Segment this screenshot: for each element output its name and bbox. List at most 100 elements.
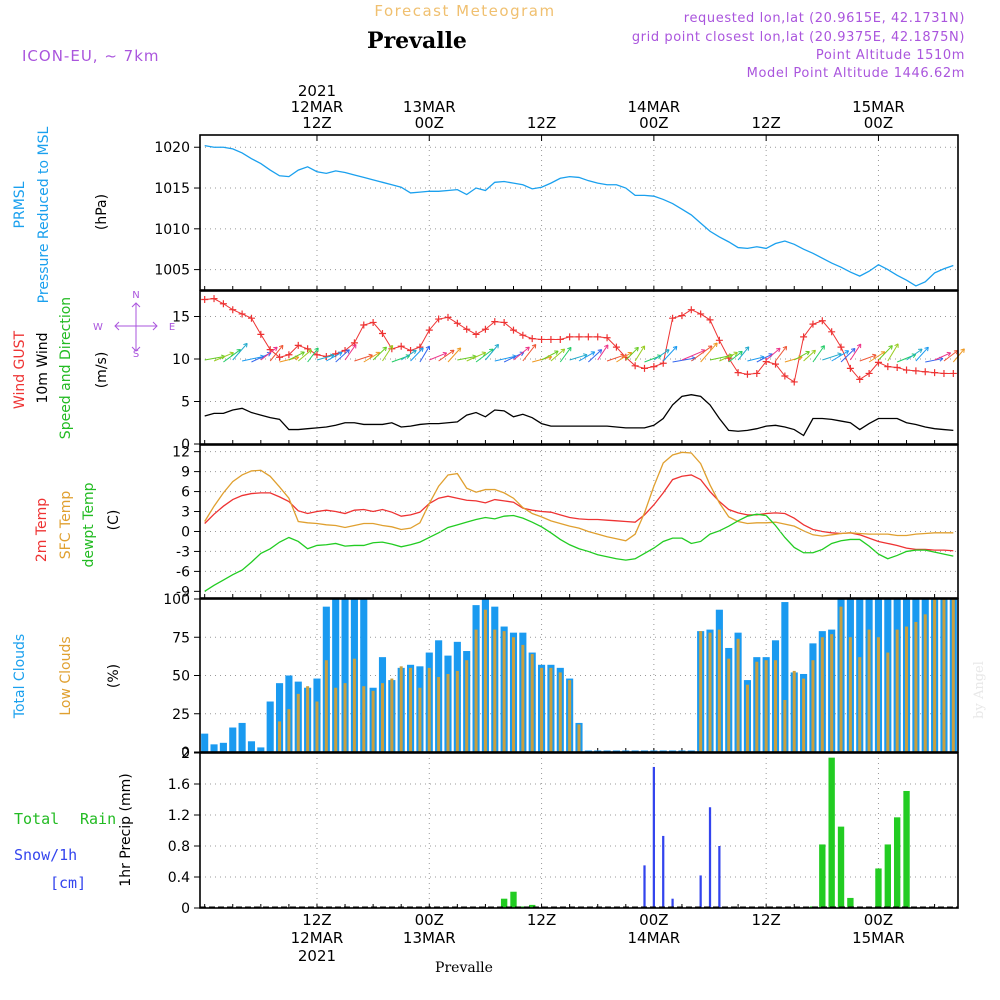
gust-point (453, 319, 461, 327)
wind-arrow (878, 345, 893, 361)
wind-arrow (513, 346, 530, 361)
y-tick-label: -6 (176, 564, 190, 580)
wind-arrow (204, 355, 226, 361)
p3-label-a: 2m Temp (34, 498, 50, 562)
wind-arrow-head (314, 347, 319, 352)
time-label-top: 15MAR (852, 98, 905, 116)
total-cloud-bar (247, 741, 256, 752)
compass-e: E (169, 322, 175, 333)
wind-arrow (457, 355, 477, 361)
gust-point (509, 326, 517, 334)
wind-arrow (803, 349, 816, 362)
gust-point (650, 363, 658, 371)
wind-arrow (410, 347, 424, 362)
wind-arrow-head (425, 345, 430, 351)
time-label-top: 12MAR (291, 98, 344, 116)
time-label-bottom: 00Z (415, 911, 444, 929)
gust-point (528, 335, 536, 343)
wind-arrow-head (634, 346, 639, 352)
total-cloud-bar (238, 722, 246, 752)
wind-arrow (559, 346, 572, 363)
time-label-top: 12Z (751, 114, 780, 132)
wind-arrow-head (412, 349, 417, 355)
low-cloud-bar (736, 638, 740, 752)
low-cloud-bar (951, 599, 955, 752)
low-cloud-bar (558, 672, 562, 752)
y-tick-label: 2 (181, 746, 190, 762)
wind-arrow-head (590, 351, 596, 356)
rain-bar (510, 891, 517, 908)
low-cloud-bar (362, 686, 366, 752)
gust-point (313, 351, 321, 359)
snow-bar (699, 875, 702, 908)
gust-point (219, 300, 227, 308)
wind-arrow (485, 344, 499, 361)
wind-arrow-head (382, 346, 387, 352)
total-cloud-bar (201, 733, 209, 752)
y-tick-label: 50 (172, 669, 190, 685)
gust-point (669, 314, 677, 322)
gust-point (603, 334, 611, 342)
wind-arrow (372, 346, 387, 361)
gust-point (378, 330, 386, 337)
total-cloud-bar (332, 599, 340, 752)
low-cloud-bar (334, 687, 338, 752)
wind-arrow (400, 349, 417, 361)
panel-frame (199, 598, 959, 753)
p2-label-c: Speed and Direction (58, 297, 74, 439)
low-cloud-bar (540, 667, 544, 752)
wind-arrow (297, 349, 312, 362)
wind-arrow (822, 353, 842, 361)
low-cloud-bar (296, 693, 300, 752)
low-cloud-bar (905, 626, 909, 752)
gust-point (285, 351, 293, 359)
y-tick-label: -9 (176, 584, 190, 600)
rain-bar (893, 817, 901, 908)
wind-arrow (868, 351, 886, 363)
snow-bar (662, 835, 665, 908)
low-cloud-bar (521, 644, 525, 752)
wind-arrow (597, 344, 609, 361)
time-label-top: 12Z (527, 114, 556, 132)
wind-arrow-head (567, 346, 572, 352)
low-cloud-bar (755, 661, 759, 752)
time-label-top: 13MAR (403, 98, 456, 116)
low-cloud-bar (493, 629, 497, 752)
wind-arrow (925, 358, 944, 363)
wind-arrow (915, 346, 929, 362)
gust-point (865, 369, 873, 377)
wind-arrow (887, 343, 899, 362)
plot-layer: 1005101010151020051015-9-6-3036912025507… (154, 82, 965, 965)
time-label-bottom: 00Z (639, 911, 668, 929)
gust-point (678, 312, 686, 320)
snow-bar (643, 865, 646, 908)
total-cloud-bar (781, 602, 789, 752)
gust-point (360, 321, 368, 329)
wind-arrow-head (560, 348, 566, 354)
time-label-top: 00Z (415, 114, 444, 132)
y-tick-label: 0.8 (168, 839, 190, 855)
wind-arrow (578, 351, 596, 362)
wind-arrow (588, 349, 603, 363)
series-dewpt (204, 513, 954, 592)
low-cloud-bar (446, 673, 450, 752)
wind-arrow (541, 350, 559, 361)
low-cloud-bar (708, 632, 712, 752)
gust-point (809, 320, 817, 328)
wind-arrow-head (805, 350, 810, 356)
wind-arrow-head (918, 348, 923, 353)
gust-point (921, 368, 929, 376)
low-cloud-bar (792, 670, 796, 752)
wind-arrow (747, 356, 765, 362)
wind-arrow (569, 354, 588, 361)
wind-arrow-head (345, 349, 350, 354)
y-tick-label: 5 (181, 395, 190, 411)
wind-arrow-head (494, 343, 500, 349)
y-tick-label: 1015 (154, 181, 190, 197)
wind-arrow (849, 343, 862, 361)
gust-point (828, 328, 836, 336)
wind-arrow-head (229, 351, 234, 357)
wind-arrow (691, 345, 713, 362)
y-tick-label: 1010 (154, 222, 190, 238)
